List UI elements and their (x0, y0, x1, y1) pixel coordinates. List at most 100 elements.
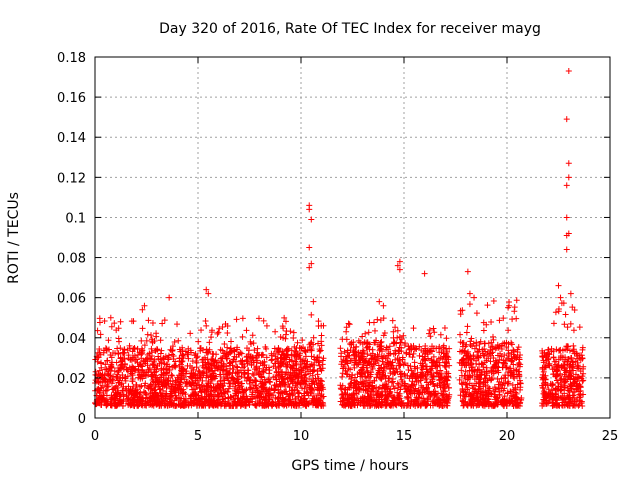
data-point (136, 349, 143, 356)
data-point (411, 359, 418, 366)
data-point (199, 377, 206, 384)
data-point (552, 385, 559, 392)
data-point (430, 325, 437, 332)
data-point (277, 383, 284, 390)
data-point (115, 350, 122, 357)
data-point (355, 399, 362, 406)
data-point (177, 361, 184, 368)
data-point (480, 327, 487, 334)
data-point (228, 394, 235, 401)
data-point (266, 386, 273, 393)
data-point (210, 358, 217, 365)
data-point (339, 382, 346, 389)
data-point (288, 387, 295, 394)
data-point (396, 395, 403, 402)
data-point (241, 369, 248, 376)
data-point (553, 346, 560, 353)
data-point (496, 356, 503, 363)
data-point (555, 356, 562, 363)
data-point (398, 370, 405, 377)
data-point (262, 393, 269, 400)
data-point (115, 335, 122, 342)
data-point (375, 390, 382, 397)
data-point (273, 356, 280, 363)
data-point (481, 368, 488, 375)
data-point (257, 399, 264, 406)
data-point (435, 390, 442, 397)
data-point (348, 339, 355, 346)
data-point (120, 363, 127, 370)
data-point (219, 324, 226, 331)
data-point (189, 358, 196, 365)
data-point (117, 345, 124, 352)
data-point (353, 381, 360, 388)
data-point (460, 388, 467, 395)
data-point (558, 300, 565, 307)
data-point (191, 352, 198, 359)
data-point (489, 375, 496, 382)
data-point (343, 371, 350, 378)
data-point (575, 388, 582, 395)
data-point (99, 396, 106, 403)
data-point (230, 366, 237, 373)
data-point (289, 370, 296, 377)
data-point (148, 355, 155, 362)
data-point (576, 401, 583, 408)
data-point (150, 362, 157, 369)
data-point (160, 387, 167, 394)
data-point (267, 390, 274, 397)
data-point (371, 339, 378, 346)
data-point (386, 343, 393, 350)
data-point (545, 386, 552, 393)
data-point (263, 364, 270, 371)
data-point (129, 378, 136, 385)
data-point (475, 397, 482, 404)
data-point (357, 339, 364, 346)
data-point (308, 347, 315, 354)
data-point (163, 382, 170, 389)
data-point (484, 302, 491, 309)
data-point (466, 367, 473, 374)
data-point (434, 363, 441, 370)
data-point (570, 342, 577, 349)
data-point (350, 400, 357, 407)
data-point (432, 388, 439, 395)
data-point (310, 368, 317, 375)
data-point (459, 397, 466, 404)
data-point (563, 214, 570, 221)
data-point (391, 397, 398, 404)
data-point (252, 382, 259, 389)
data-point (564, 384, 571, 391)
data-point (389, 378, 396, 385)
data-point (457, 307, 464, 314)
data-point (575, 363, 582, 370)
data-point (244, 360, 251, 367)
data-point (157, 350, 164, 357)
data-point (363, 344, 370, 351)
data-point (509, 357, 516, 364)
data-point (94, 327, 101, 334)
data-point (157, 337, 164, 344)
data-point (561, 371, 568, 378)
data-point (145, 317, 152, 324)
data-point (468, 401, 475, 408)
data-point (306, 244, 313, 251)
data-point (390, 383, 397, 390)
data-point (487, 358, 494, 365)
data-point (278, 358, 285, 365)
data-point (548, 348, 555, 355)
axis-ticks: 0 0.02 0.04 0.06 0.08 0.1 0.12 0.14 0.16 0.18 0 5 10… (57, 51, 618, 444)
data-point (234, 379, 241, 386)
data-point (510, 393, 517, 400)
data-point (318, 381, 325, 388)
data-point (225, 377, 232, 384)
data-point (100, 376, 107, 383)
data-point (254, 393, 261, 400)
data-point (424, 351, 431, 358)
data-point (307, 340, 314, 347)
data-point (563, 401, 570, 408)
data-point (151, 386, 158, 393)
data-point (424, 371, 431, 378)
data-point (285, 381, 292, 388)
data-point (119, 387, 126, 394)
